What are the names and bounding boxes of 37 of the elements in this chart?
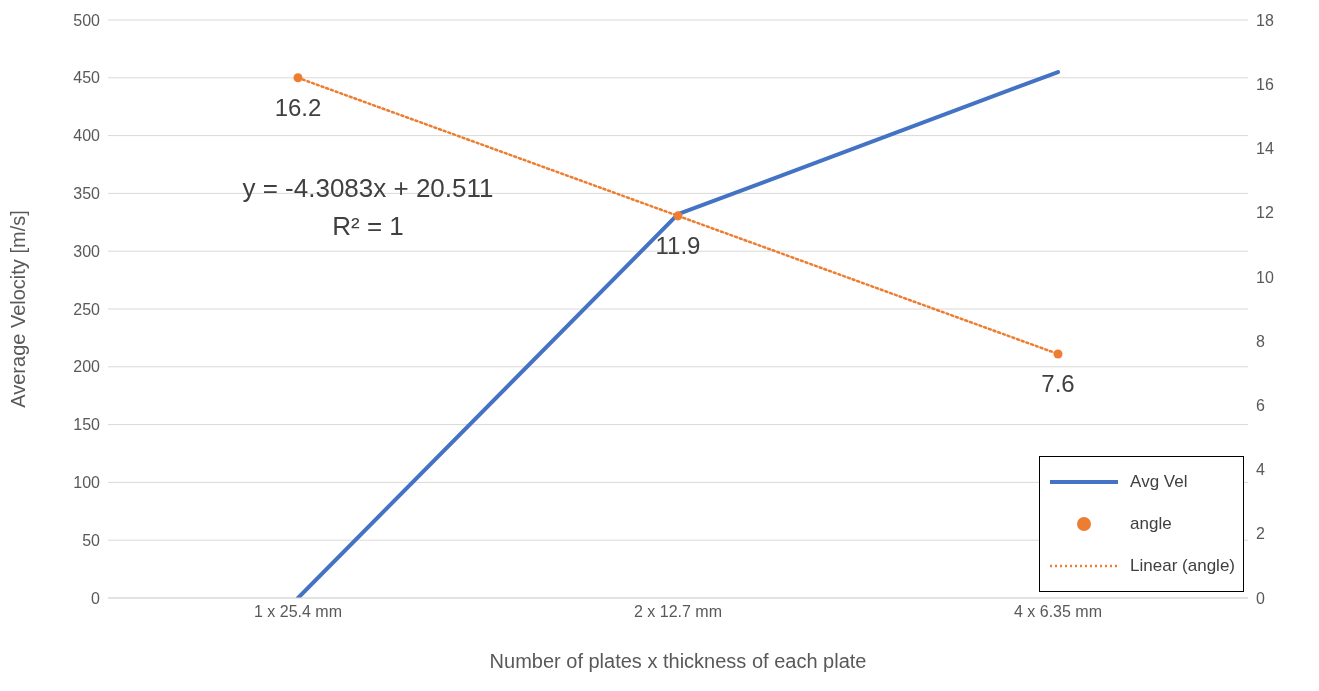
data-label: 7.6 (1041, 370, 1075, 398)
y2-tick-label: 14 (1256, 140, 1274, 158)
y2-tick-label: 16 (1256, 75, 1274, 93)
x-tick-label: 4 x 6.35 mm (1013, 603, 1103, 621)
y-axis-title: Average Velocity [m/s] (7, 210, 30, 408)
legend-label: Linear (angle) (1130, 556, 1235, 576)
legend-label: Avg Vel (1130, 472, 1188, 492)
y2-tick-label: 10 (1256, 268, 1274, 286)
data-label: 11.9 (655, 232, 701, 260)
y2-tick-label: 12 (1256, 204, 1274, 222)
point (293, 73, 303, 83)
y-tick-label: 0 (91, 589, 101, 607)
y-tick-label: 400 (73, 127, 101, 145)
y2-tick-label: 2 (1256, 525, 1265, 543)
point (1053, 349, 1063, 359)
x-tick-label: 1 x 25.4 mm (253, 603, 343, 621)
x-axis-title: Number of plates x thickness of each plate (489, 650, 867, 672)
legend-label: angle (1130, 514, 1172, 534)
y2-tick-label: 6 (1256, 397, 1265, 415)
y-tick-label: 50 (82, 531, 101, 549)
data-label: 16.2 (274, 94, 322, 122)
y-tick-label: 250 (73, 300, 101, 318)
annotation: R² = 1 (332, 211, 404, 241)
annotation: y = -4.3083x + 20.511 (242, 173, 494, 203)
y2-tick-label: 0 (1256, 589, 1265, 607)
y-tick-label: 100 (73, 474, 101, 492)
y-tick-label: 350 (73, 185, 101, 203)
y2-tick-label: 8 (1256, 332, 1265, 350)
y-tick-label: 300 (73, 242, 101, 260)
y-tick-label: 450 (73, 69, 101, 87)
x-tick-label: 2 x 12.7 mm (633, 603, 723, 621)
y-tick-label: 500 (73, 11, 101, 29)
y-tick-label: 150 (73, 416, 101, 434)
point (673, 211, 683, 221)
y2-tick-label: 18 (1256, 11, 1274, 29)
y-tick-label: 200 (73, 358, 101, 376)
y2-tick-label: 4 (1256, 461, 1265, 479)
